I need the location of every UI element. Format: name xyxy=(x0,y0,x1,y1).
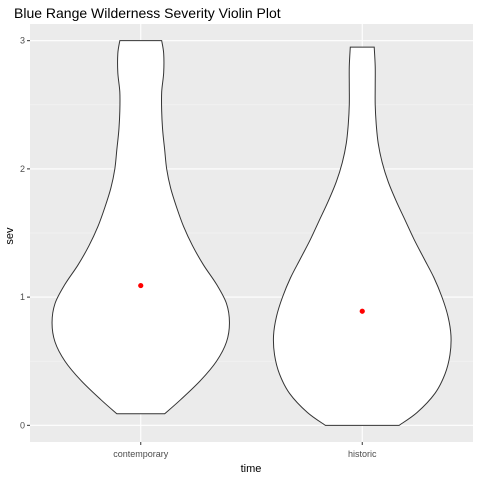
violins xyxy=(51,40,452,426)
y-axis-title: sev xyxy=(4,227,16,245)
x-tick-label: historic xyxy=(348,449,377,459)
axes: 0 1 2 3 contemporary historic xyxy=(20,36,377,459)
x-tick-label: contemporary xyxy=(113,449,169,459)
y-tick-label: 3 xyxy=(20,36,25,46)
violin-contemporary xyxy=(51,40,230,415)
y-tick-label: 2 xyxy=(20,164,25,174)
violin-historic xyxy=(272,46,452,426)
mean-point-historic xyxy=(359,308,365,314)
mean-points xyxy=(138,282,365,314)
y-tick-label: 1 xyxy=(20,292,25,302)
y-tick-label: 0 xyxy=(20,420,25,430)
mean-point-contemporary xyxy=(138,282,144,289)
chart-title: Blue Range Wilderness Severity Violin Pl… xyxy=(14,5,281,21)
x-axis-title: time xyxy=(241,463,262,475)
